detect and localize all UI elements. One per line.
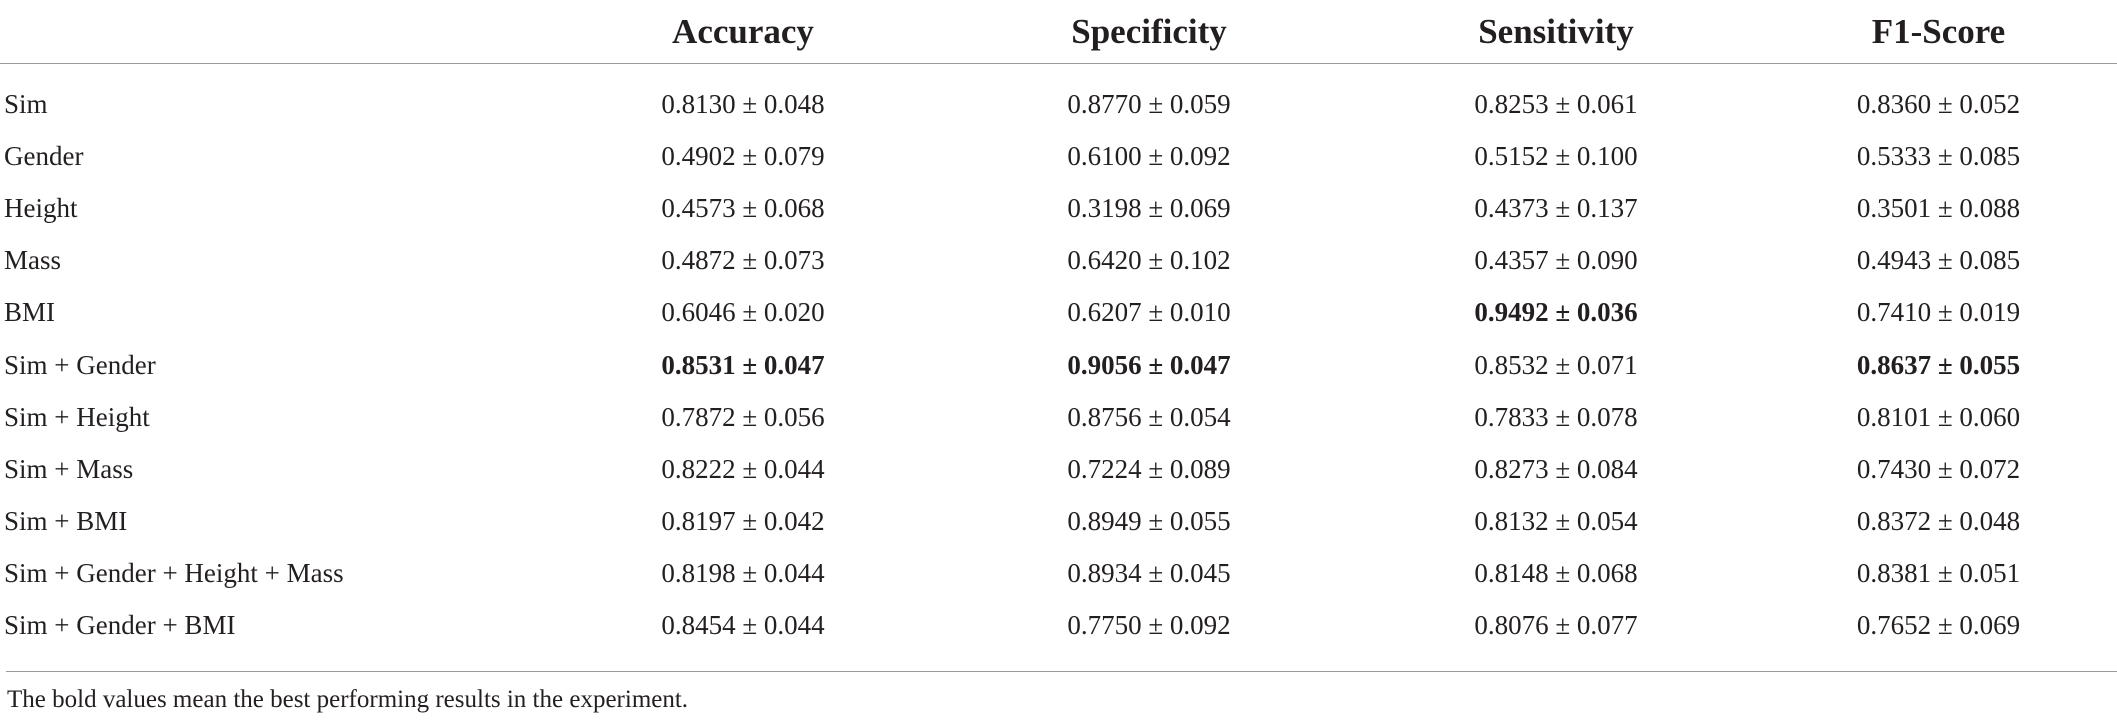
cell-f1-score: 0.8360 ± 0.052 [1856,88,2021,119]
cell-f1-score: 0.8637 ± 0.055 [1856,349,2021,380]
table-row: Sim + Mass 0.8222 ± 0.044 0.7224 ± 0.089 0.… [0,443,2117,495]
cell-specificity: 0.8934 ± 0.045 [1067,558,1231,589]
cell-f1-score: 0.5333 ± 0.085 [1856,140,2021,171]
table-row: BMI 0.6046 ± 0.020 0.6207 ± 0.010 0.9492 ± … [0,287,2117,339]
cell-accuracy: 0.8198 ± 0.044 [661,558,825,589]
header-sensitivity: Sensitivity [1352,0,1760,64]
cell-accuracy: 0.8197 ± 0.042 [661,506,825,537]
row-label: Sim [4,88,48,119]
cell-sensitivity: 0.4357 ± 0.090 [1474,245,1638,276]
row-label: Sim + BMI [4,506,128,537]
cell-accuracy: 0.7872 ± 0.056 [661,401,825,432]
row-label: Sim + Gender [4,349,156,380]
row-label: Height [4,192,78,223]
cell-specificity: 0.8949 ± 0.055 [1067,506,1231,537]
cell-accuracy: 0.4902 ± 0.079 [661,140,825,171]
cell-specificity: 0.6100 ± 0.092 [1067,140,1231,171]
table-row: Sim + Gender + BMI 0.8454 ± 0.044 0.7750 ±… [0,600,2117,664]
table-row: Sim + Gender + Height + Mass 0.8198 ± 0.0… [0,548,2117,600]
cell-accuracy: 0.4573 ± 0.068 [661,192,825,223]
header-row: Accuracy Specificity Sensitivity F1-Scor… [0,0,2117,64]
table-row: Gender 0.4902 ± 0.079 0.6100 ± 0.092 0.5152… [0,130,2117,182]
header-specificity: Specificity [946,0,1352,64]
cell-accuracy: 0.6046 ± 0.020 [661,297,825,328]
table-row: Sim + BMI 0.8197 ± 0.042 0.8949 ± 0.055 0.8… [0,496,2117,548]
cell-sensitivity: 0.9492 ± 0.036 [1474,297,1638,328]
cell-sensitivity: 0.8132 ± 0.054 [1474,506,1638,537]
row-label: BMI [4,297,56,328]
table-footnote: The bold values mean the best performing… [7,686,689,713]
cell-sensitivity: 0.8076 ± 0.077 [1474,610,1638,641]
table-row: Sim 0.8130 ± 0.048 0.8770 ± 0.059 0.8253 ± … [0,64,2117,131]
table-header: Accuracy Specificity Sensitivity F1-Scor… [0,0,2117,64]
cell-f1-score: 0.8381 ± 0.051 [1856,558,2021,589]
cell-accuracy: 0.8454 ± 0.044 [661,610,825,641]
cell-accuracy: 0.4872 ± 0.073 [661,245,825,276]
cell-specificity: 0.8770 ± 0.059 [1067,88,1231,119]
cell-specificity: 0.9056 ± 0.047 [1067,349,1231,380]
results-table: Accuracy Specificity Sensitivity F1-Scor… [0,0,2117,665]
header-feature-set [0,0,540,64]
cell-specificity: 0.6207 ± 0.010 [1067,297,1231,328]
row-label: Sim + Height [4,401,150,432]
cell-accuracy: 0.8222 ± 0.044 [661,453,825,484]
table-row: Height 0.4573 ± 0.068 0.3198 ± 0.069 0.4373… [0,182,2117,234]
cell-sensitivity: 0.8148 ± 0.068 [1474,558,1638,589]
cell-sensitivity: 0.8532 ± 0.071 [1474,349,1638,380]
cell-f1-score: 0.8372 ± 0.048 [1856,506,2021,537]
cell-specificity: 0.7750 ± 0.092 [1067,610,1231,641]
cell-sensitivity: 0.4373 ± 0.137 [1474,192,1638,223]
cell-specificity: 0.7224 ± 0.089 [1067,453,1231,484]
cell-specificity: 0.6420 ± 0.102 [1067,245,1231,276]
cell-f1-score: 0.7652 ± 0.069 [1856,610,2021,641]
table-bottom-rule [6,671,2117,672]
cell-accuracy: 0.8130 ± 0.048 [661,88,825,119]
cell-sensitivity: 0.7833 ± 0.078 [1474,401,1638,432]
table-row: Mass 0.4872 ± 0.073 0.6420 ± 0.102 0.4357 ±… [0,235,2117,287]
row-label: Gender [4,140,84,171]
cell-sensitivity: 0.8273 ± 0.084 [1474,453,1638,484]
cell-accuracy: 0.8531 ± 0.047 [661,349,825,380]
header-f1-score: F1-Score [1760,0,2117,64]
cell-sensitivity: 0.5152 ± 0.100 [1474,140,1638,171]
cell-specificity: 0.8756 ± 0.054 [1067,401,1231,432]
cell-specificity: 0.3198 ± 0.069 [1067,192,1231,223]
row-label: Sim + Gender + BMI [4,610,236,641]
header-accuracy: Accuracy [540,0,946,64]
cell-f1-score: 0.7430 ± 0.072 [1856,453,2021,484]
row-label: Sim + Gender + Height + Mass [4,558,344,589]
cell-f1-score: 0.7410 ± 0.019 [1856,297,2021,328]
table-body: Sim 0.8130 ± 0.048 0.8770 ± 0.059 0.8253 ± … [0,64,2117,665]
cell-f1-score: 0.4943 ± 0.085 [1856,245,2021,276]
table-row: Sim + Height 0.7872 ± 0.056 0.8756 ± 0.054… [0,391,2117,443]
cell-sensitivity: 0.8253 ± 0.061 [1474,88,1638,119]
row-label: Mass [4,245,62,276]
row-label: Sim + Mass [4,453,134,484]
cell-f1-score: 0.3501 ± 0.088 [1856,192,2021,223]
cell-f1-score: 0.8101 ± 0.060 [1856,401,2021,432]
table-row: Sim + Gender 0.8531 ± 0.047 0.9056 ± 0.047… [0,339,2117,391]
